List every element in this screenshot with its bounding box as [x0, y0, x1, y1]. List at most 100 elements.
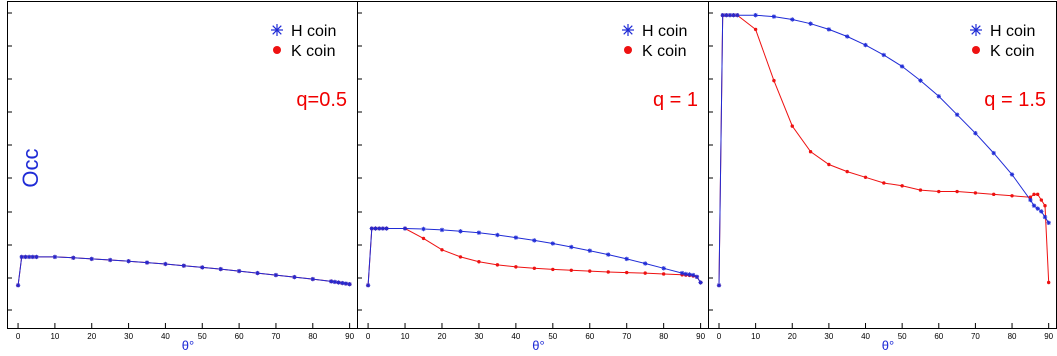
h-coin-point [918, 78, 923, 83]
k-coin-point [973, 191, 978, 195]
k-coin-point [1035, 192, 1040, 197]
k-coin-point [1032, 192, 1036, 197]
h-coin-point [19, 254, 24, 260]
k-coin-point [606, 270, 610, 274]
legend-h-coin-label: H coin [642, 23, 687, 40]
h-coin-point [790, 17, 795, 22]
chart-panel-1: 0 10 20 30 40 50 60 70 80 90 θ° H coin K coin q=0.5 [7, 1, 358, 353]
x-tick-label: 30 [124, 332, 133, 341]
k-coin-point [1046, 280, 1051, 285]
x-tick-label: 10 [751, 332, 760, 341]
h-coin-point [340, 280, 345, 286]
k-coin-point [937, 189, 941, 194]
k-coin-point [495, 263, 500, 267]
h-coin-point [550, 241, 555, 246]
x-tick-label: 30 [474, 332, 483, 341]
x-tick-label: 90 [1044, 332, 1053, 341]
h-coin-point [569, 244, 574, 250]
x-tick-label: 40 [511, 332, 520, 341]
h-coin-point [1028, 197, 1033, 203]
h-coin-point [34, 254, 39, 260]
k-coin-point [440, 248, 444, 252]
h-coin-point [236, 268, 242, 274]
legend-h-coin-label: H coin [291, 23, 336, 40]
x-tick-label: 60 [235, 332, 244, 341]
h-coin-point [126, 259, 131, 264]
h-coin-point [899, 64, 905, 69]
x-axis-label: θ° [882, 338, 894, 353]
h-coin-point [347, 282, 352, 287]
k-coin-point [477, 260, 481, 264]
legend-h-coin-marker [622, 24, 634, 36]
h-coin-point [163, 261, 168, 267]
x-tick-label: 90 [696, 332, 705, 341]
h-coin-point [532, 238, 537, 243]
h-coin-point [954, 112, 960, 117]
h-coin-point [402, 226, 408, 231]
h-coin-point [336, 280, 341, 285]
x-tick-label: 90 [345, 332, 354, 341]
k-coin-point [1043, 204, 1047, 208]
x-tick-label: 20 [788, 332, 797, 341]
h-coin-point [23, 254, 28, 260]
h-coin-point [310, 276, 315, 282]
h-coin-point [683, 271, 688, 277]
k-coin-point [421, 236, 426, 241]
h-coin-point [458, 229, 463, 234]
legend-k-coin-label: K coin [642, 43, 686, 60]
h-coin-point [107, 257, 113, 263]
h-coin-point [845, 34, 850, 39]
h-coin-point [808, 21, 813, 26]
h-coin-point [643, 261, 648, 266]
x-tick-label: 80 [659, 332, 668, 341]
h-coin-point [973, 130, 978, 136]
h-coin-point [369, 226, 374, 231]
q-value-label: q = 1 [653, 89, 698, 111]
x-tick-label: 10 [401, 332, 410, 341]
h-coin-point [826, 27, 832, 32]
k-coin-point [1010, 194, 1014, 198]
k-coin-point [772, 78, 776, 83]
k-coin-point [1039, 198, 1044, 202]
h-coin-point [181, 263, 187, 268]
y-axis-label: Occ [18, 148, 43, 187]
h-coin-point [587, 248, 592, 253]
k-coin-point [588, 269, 592, 273]
h-coin-point [380, 226, 386, 231]
h-coin-point [731, 12, 736, 18]
k-coin-point [551, 267, 555, 272]
panel-frame [357, 1, 709, 329]
q-value-label: q=0.5 [296, 89, 347, 111]
k-coin-point [569, 268, 573, 272]
x-tick-label: 30 [824, 332, 833, 341]
legend-k-coin-marker [972, 46, 980, 54]
h-coin-point [1035, 206, 1040, 211]
legend-k-coin-marker [624, 46, 632, 54]
k-coin-point [458, 255, 463, 259]
h-coin-point [255, 270, 260, 276]
h-coin-point [89, 256, 94, 262]
h-coin-point [377, 226, 382, 231]
x-tick-label: 0 [366, 332, 371, 341]
k-coin-point [1028, 195, 1033, 199]
x-tick-label: 80 [1008, 332, 1017, 341]
x-tick-label: 50 [898, 332, 907, 341]
h-coin-point [218, 266, 223, 272]
k-coin-point [827, 162, 831, 167]
x-tick-label: 0 [717, 332, 722, 341]
h-coin-point [495, 232, 500, 238]
h-coin-point [26, 254, 32, 260]
k-coin-point [532, 266, 537, 270]
x-tick-label: 50 [198, 332, 207, 341]
chart-panel-2: 0 10 20 30 40 50 60 70 80 90 θ° H coin K coin q = 1 [357, 1, 709, 353]
h-coin-point [292, 274, 297, 280]
x-tick-label: 20 [87, 332, 96, 341]
h-coin-point [691, 272, 696, 278]
panel-frame [7, 1, 358, 329]
x-tick-label: 70 [622, 332, 631, 341]
k-coin-point [643, 271, 647, 275]
legend-h-coin-marker [271, 24, 283, 36]
h-coin-point [863, 42, 868, 48]
legend-k-coin-label: K coin [990, 43, 1034, 60]
x-tick-label: 10 [50, 332, 59, 341]
